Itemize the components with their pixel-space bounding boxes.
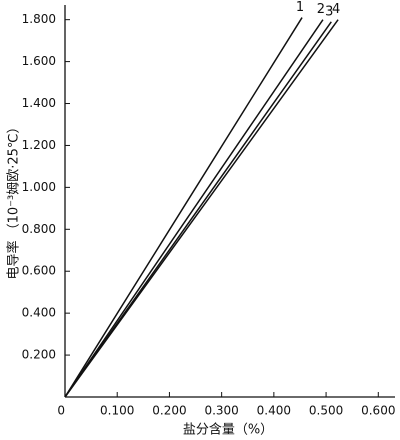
x-tick-label: 0.400: [257, 404, 291, 418]
x-tick-label: 0: [57, 404, 65, 418]
y-tick-label: 1.200: [22, 138, 56, 152]
y-tick-label: 0.400: [22, 306, 56, 320]
y-tick-label: 0.800: [22, 222, 56, 236]
y-tick-label: 1.400: [22, 96, 56, 110]
y-tick-label: 0.200: [22, 348, 56, 362]
x-axis-label: 盐分含量（%）: [183, 422, 273, 438]
legend-label: 4: [332, 2, 340, 17]
series-line: [64, 19, 339, 398]
y-axis-label: 电导率 （10⁻³姆欧·25℃）: [6, 120, 22, 279]
legend-label: 2: [317, 2, 325, 17]
x-tick-label: 0.300: [204, 404, 238, 418]
x-tick-label: 0.100: [100, 404, 134, 418]
legend-label: 3: [325, 4, 333, 19]
y-tick-label: 0.600: [22, 264, 56, 278]
y-tick-label: 1.600: [22, 54, 56, 68]
x-tick-label: 0.500: [309, 404, 343, 418]
series-line: [64, 19, 324, 398]
x-tick-label: 0.600: [361, 404, 395, 418]
series-line: [64, 17, 303, 398]
y-tick-label: 1.800: [22, 12, 56, 26]
y-tick-label: 1.000: [22, 180, 56, 194]
legend-label: 1: [296, 0, 304, 15]
x-tick-label: 0.200: [152, 404, 186, 418]
